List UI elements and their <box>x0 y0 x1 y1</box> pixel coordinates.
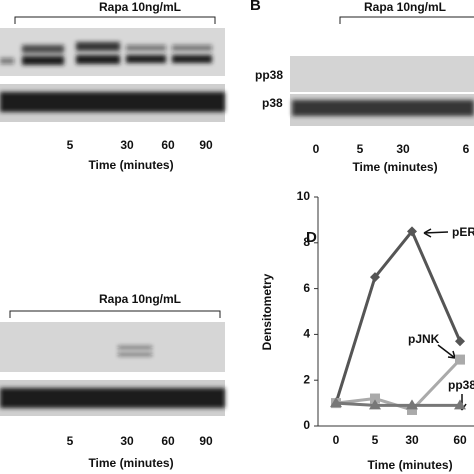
arrow <box>423 228 449 238</box>
series-label: pp38 <box>448 378 474 392</box>
blot-bands <box>0 42 212 65</box>
x-tick-label: 30 <box>120 138 134 152</box>
y-tick-label: 4 <box>303 327 310 341</box>
y-tick-label: 2 <box>303 372 310 386</box>
series-label: pER <box>452 225 474 239</box>
bracket <box>14 16 216 24</box>
marker <box>369 399 381 410</box>
series-line <box>335 401 460 407</box>
row-label: pp38 <box>255 68 283 82</box>
x-tick-label: 90 <box>199 434 213 448</box>
panel-d: D Densitometry Time (minutes) 0 2 4 6 8 10 0 5 3… <box>260 189 474 472</box>
blot-bands <box>0 92 225 112</box>
x-tick-label: 5 <box>67 138 74 152</box>
x-tick-label: 30 <box>396 142 410 156</box>
arrow <box>437 344 456 359</box>
blot-bands <box>0 388 225 408</box>
treatment: Rapa 10ng/mL <box>99 292 181 306</box>
y-axis-label: Densitometry <box>260 273 274 350</box>
x-tick-label: 0 <box>313 142 320 156</box>
series-line <box>334 229 462 404</box>
x-axis-label: Time (minutes) <box>88 158 173 172</box>
blot-bands <box>118 346 152 356</box>
y-tick-label: 10 <box>297 189 311 203</box>
x-tick-label: 0 <box>333 433 340 447</box>
x-tick-label: 60 <box>161 434 175 448</box>
marker <box>370 272 380 283</box>
blot <box>290 56 474 92</box>
marker <box>406 399 418 410</box>
panel-c: Rapa 10ng/mL 5 30 60 90 Time (minutes) <box>0 292 225 470</box>
x-axis-label: Time (minutes) <box>352 160 437 174</box>
treatment: Rapa 10ng/mL <box>364 0 446 14</box>
x-axis-label: Time (minutes) <box>367 458 452 472</box>
marker <box>330 397 342 408</box>
panel-label: B <box>250 0 261 14</box>
panel-label: D <box>306 229 317 246</box>
series-label: pJNK <box>408 332 440 346</box>
x-tick-label: 60 <box>453 433 467 447</box>
marker <box>455 354 465 365</box>
blot-bands <box>292 100 474 116</box>
bracket <box>9 310 221 318</box>
x-tick-label: 5 <box>372 433 379 447</box>
x-tick-label: 90 <box>199 138 213 152</box>
panel-b: B Rapa 10ng/mL pp38 p38 0 5 30 6 Time (m… <box>250 0 474 174</box>
bracket <box>339 16 474 24</box>
x-tick-label: 6 <box>463 142 470 156</box>
panel-a: Rapa 10ng/mL 5 30 60 90 Time (minutes) <box>0 0 225 172</box>
x-tick-label: 5 <box>67 434 74 448</box>
y-tick-label: 8 <box>303 235 310 249</box>
series-line <box>335 358 462 412</box>
y-tick-label: 0 <box>303 418 310 432</box>
marker <box>407 226 417 237</box>
treatment: Rapa 10ng/mL <box>99 0 181 14</box>
y-tick-label: 6 <box>303 281 310 295</box>
x-tick-label: 60 <box>161 138 175 152</box>
marker <box>407 404 417 415</box>
x-tick-label: 30 <box>405 433 419 447</box>
blot <box>0 322 225 372</box>
x-tick-label: 5 <box>357 142 364 156</box>
marker <box>455 336 465 347</box>
marker <box>454 399 466 410</box>
marker <box>370 393 380 404</box>
row-label: p38 <box>262 96 283 110</box>
x-axis-label: Time (minutes) <box>88 456 173 470</box>
x-tick-label: 30 <box>120 434 134 448</box>
